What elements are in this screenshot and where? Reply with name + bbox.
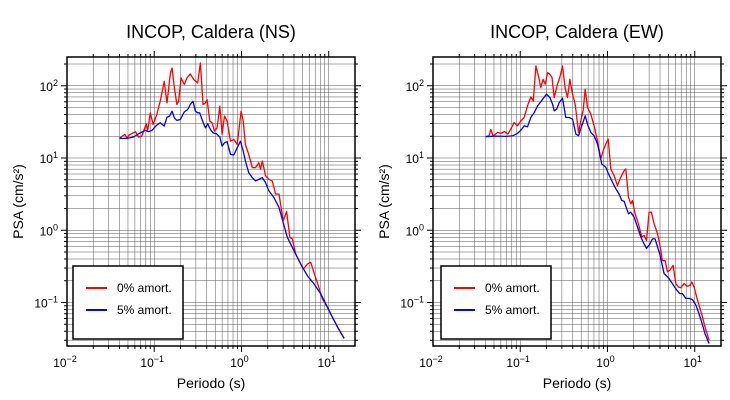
- y-tick-label-base: 10: [40, 80, 54, 94]
- x-tick-label: 101: [684, 354, 702, 370]
- chart-title: INCOP, Caldera (NS): [126, 22, 296, 42]
- x-tick-label-base: 10: [318, 356, 332, 370]
- x-tick-label-exponent: −2: [67, 354, 77, 364]
- y-tick-label-base: 10: [40, 152, 54, 166]
- y-tick-label: 102: [40, 78, 58, 94]
- x-axis-label: Periodo (s): [543, 375, 611, 391]
- grid: [67, 57, 355, 346]
- legend-label: 0% amort.: [117, 281, 172, 295]
- y-tick-label-base: 10: [406, 80, 420, 94]
- x-tick-label-exponent: 1: [331, 354, 336, 364]
- x-axis-label: Periodo (s): [177, 375, 245, 391]
- x-tick-label-exponent: −1: [520, 354, 530, 364]
- x-tick-label: 101: [318, 354, 336, 370]
- x-tick-label: 10−1: [506, 354, 530, 370]
- legend: 0% amort. 5% amort.: [440, 265, 552, 340]
- y-tick-label-base: 10: [34, 297, 48, 311]
- y-tick-label-exponent: 0: [419, 222, 424, 232]
- x-tick-label-exponent: 1: [697, 354, 702, 364]
- x-tick-label-base: 10: [230, 356, 244, 370]
- y-tick-label: 100: [406, 222, 424, 238]
- y-axis-label: PSA (cm/s²): [376, 164, 392, 239]
- x-tick-label-exponent: −1: [154, 354, 164, 364]
- y-tick-label-exponent: 1: [53, 150, 58, 160]
- legend-label: 5% amort.: [117, 303, 172, 317]
- x-tick-label-base: 10: [684, 356, 698, 370]
- y-tick-label: 100: [40, 222, 58, 238]
- plot-frame: [66, 56, 356, 347]
- plot-frame: [432, 56, 722, 347]
- legend-box: [440, 265, 552, 340]
- x-tick-label: 10−2: [53, 354, 77, 370]
- legend-label: 0% amort.: [485, 281, 540, 295]
- x-tick-label: 10−1: [140, 354, 164, 370]
- y-tick-label-base: 10: [406, 224, 420, 238]
- y-tick-label-base: 10: [400, 297, 414, 311]
- x-tick-label-base: 10: [596, 356, 610, 370]
- x-tick-label: 10−2: [419, 354, 443, 370]
- legend-label: 5% amort.: [485, 303, 540, 317]
- y-tick-label: 101: [40, 150, 58, 166]
- x-tick-label-exponent: 0: [244, 354, 249, 364]
- legend-box: [72, 265, 184, 340]
- x-tick-label-base: 10: [506, 356, 520, 370]
- y-axis-label: PSA (cm/s²): [10, 164, 26, 239]
- x-tick-label: 100: [596, 354, 614, 370]
- x-tick-label-base: 10: [140, 356, 154, 370]
- series-line-five-percent-damping: [119, 100, 345, 339]
- series-line-zero-damping: [119, 62, 345, 339]
- y-tick-label-exponent: 1: [419, 150, 424, 160]
- series-line-five-percent-damping: [485, 93, 710, 344]
- x-tick-label-base: 10: [53, 356, 67, 370]
- y-tick-label-exponent: −1: [414, 295, 424, 305]
- y-tick-label-exponent: 0: [53, 222, 58, 232]
- y-tick-label: 101: [406, 150, 424, 166]
- y-tick-label-base: 10: [406, 152, 420, 166]
- y-tick-label: 102: [406, 78, 424, 94]
- y-tick-label: 10−1: [400, 295, 424, 311]
- y-tick-label-exponent: 2: [53, 78, 58, 88]
- y-tick-label-base: 10: [40, 224, 54, 238]
- y-tick-label-exponent: 2: [419, 78, 424, 88]
- x-tick-label-base: 10: [419, 356, 433, 370]
- x-tick-label-exponent: 0: [610, 354, 615, 364]
- y-tick-label-exponent: −1: [48, 295, 58, 305]
- x-tick-label: 100: [230, 354, 248, 370]
- y-tick-label: 10−1: [34, 295, 58, 311]
- chart-title: INCOP, Caldera (EW): [490, 22, 664, 42]
- x-tick-label-exponent: −2: [433, 354, 443, 364]
- legend: 0% amort. 5% amort.: [72, 265, 184, 340]
